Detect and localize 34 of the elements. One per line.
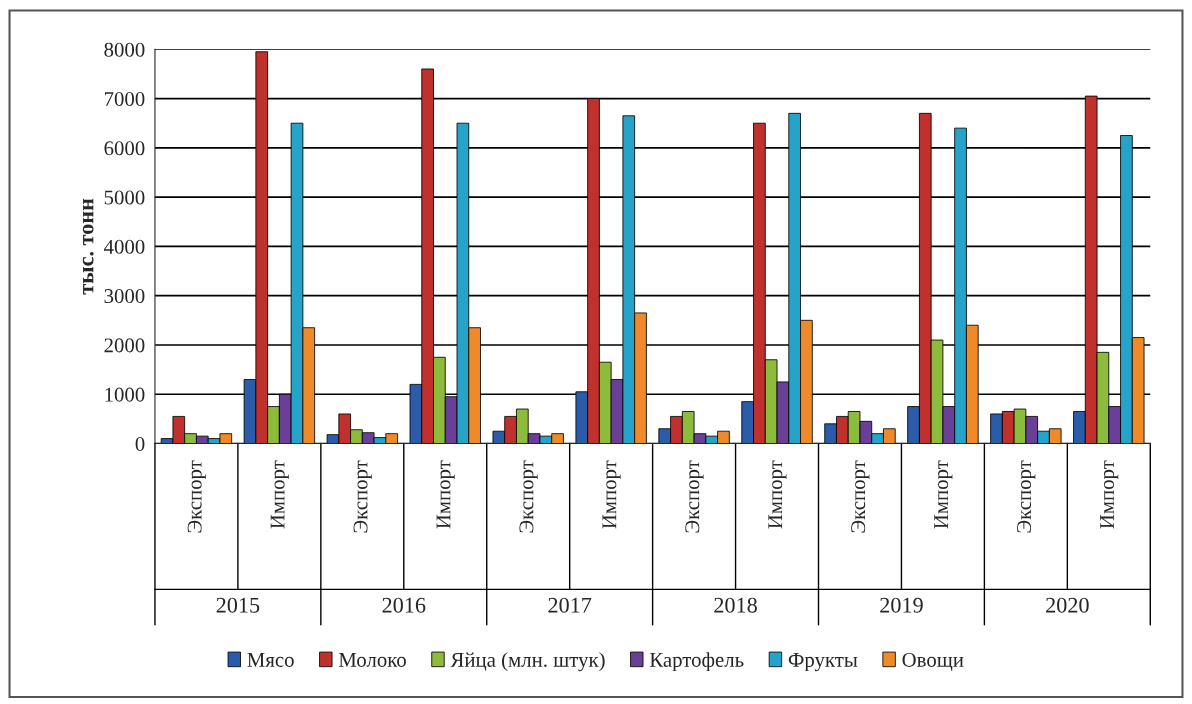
text: 2016 xyxy=(382,597,426,613)
x-tick-label: Экспорт xyxy=(851,460,870,533)
x-tick-label: Экспорт xyxy=(187,460,206,533)
legend-label: Фрукты xyxy=(788,653,858,672)
x-tick-label: Экспорт xyxy=(353,460,372,533)
x-tick-label: Импорт xyxy=(1100,460,1119,529)
x-tick-label: Импорт xyxy=(602,460,621,529)
text: 2018 xyxy=(714,597,757,613)
x-tick-label: Экспорт xyxy=(519,460,538,533)
y-tick-label: 7000 xyxy=(104,91,145,106)
legend-label: Мясо xyxy=(247,653,294,667)
y-tick-label: 8000 xyxy=(104,42,145,57)
text: 2015 xyxy=(216,597,260,613)
text: 2020 xyxy=(1046,597,1089,613)
x-tick-label: Импорт xyxy=(436,460,455,529)
y-tick-label: 6000 xyxy=(104,141,145,156)
legend-label: Яйца (млн. штук) xyxy=(450,652,605,672)
x-tick-label: Импорт xyxy=(768,460,787,529)
y-tick-label: 4000 xyxy=(103,239,145,254)
y-axis-title: тыс. тонн xyxy=(82,198,94,295)
y-tick-label: 2000 xyxy=(104,338,145,353)
x-tick-label: Импорт xyxy=(270,460,289,529)
y-tick-label: 3000 xyxy=(104,289,145,304)
x-tick-label: Экспорт xyxy=(1017,460,1036,533)
y-tick-label: 0 xyxy=(135,436,145,451)
text: 2019 xyxy=(880,597,923,613)
legend-label: Картофель xyxy=(649,652,744,672)
y-tick-label: 5000 xyxy=(104,190,145,205)
text: 2017 xyxy=(548,597,592,613)
legend-label: Молоко xyxy=(338,653,406,667)
x-tick-label: Импорт xyxy=(934,460,953,529)
x-tick-label: Экспорт xyxy=(685,460,704,533)
y-tick-label: 1000 xyxy=(105,387,145,402)
legend-label: Овощи xyxy=(902,652,964,672)
